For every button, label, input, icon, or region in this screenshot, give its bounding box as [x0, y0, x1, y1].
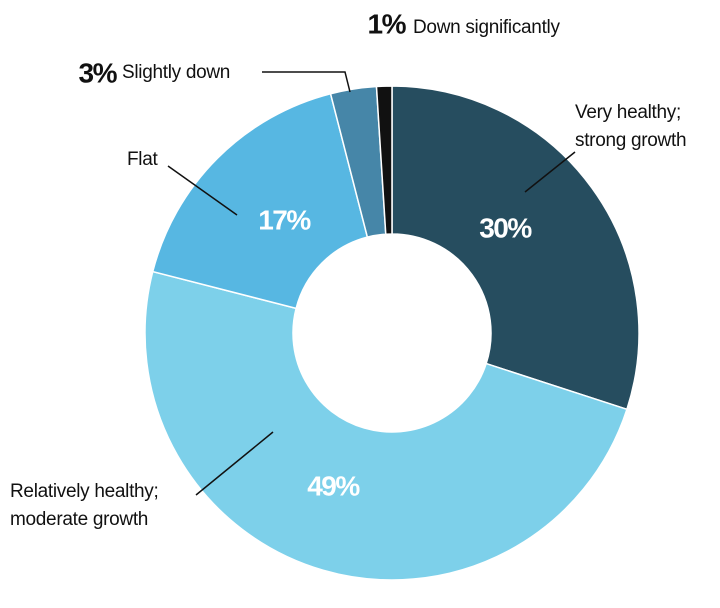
category-label: Slightly down	[122, 62, 230, 83]
category-label: Down significantly	[413, 17, 560, 38]
wedge	[144, 270, 628, 581]
value-label: 17%	[258, 204, 311, 235]
value-label: 49%	[307, 470, 360, 501]
value-label: 3%	[79, 57, 118, 88]
wedge	[151, 92, 369, 310]
category-label: Relatively healthy; moderate growth	[10, 481, 159, 530]
category-label: Very healthy; strong growth	[575, 102, 686, 151]
leader-line	[262, 71, 351, 93]
value-label: 1%	[368, 8, 407, 39]
leader-line	[167, 165, 238, 216]
category-label: Flat	[127, 149, 158, 170]
wedge	[375, 85, 393, 235]
leader-line	[195, 431, 274, 496]
leader-line	[524, 151, 576, 193]
value-label: 30%	[479, 212, 532, 243]
wedge	[391, 85, 640, 411]
